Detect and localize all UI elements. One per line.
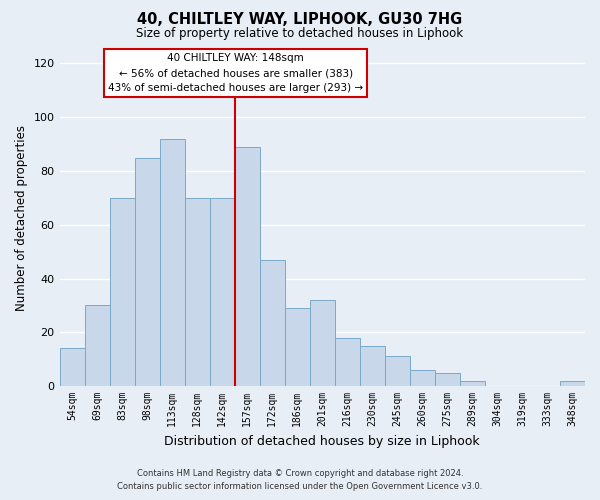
Bar <box>110 198 134 386</box>
Bar <box>260 260 285 386</box>
Bar <box>410 370 435 386</box>
Bar <box>235 147 260 386</box>
Bar <box>185 198 209 386</box>
Bar <box>335 338 360 386</box>
Y-axis label: Number of detached properties: Number of detached properties <box>15 125 28 311</box>
Bar <box>310 300 335 386</box>
Bar <box>209 198 235 386</box>
X-axis label: Distribution of detached houses by size in Liphook: Distribution of detached houses by size … <box>164 434 480 448</box>
Text: Size of property relative to detached houses in Liphook: Size of property relative to detached ho… <box>136 28 464 40</box>
Bar <box>59 348 85 386</box>
Bar <box>134 158 160 386</box>
Text: Contains HM Land Registry data © Crown copyright and database right 2024.
Contai: Contains HM Land Registry data © Crown c… <box>118 469 482 491</box>
Bar <box>160 138 185 386</box>
Bar <box>360 346 385 386</box>
Text: 40 CHILTLEY WAY: 148sqm
← 56% of detached houses are smaller (383)
43% of semi-d: 40 CHILTLEY WAY: 148sqm ← 56% of detache… <box>108 54 363 93</box>
Bar <box>560 380 585 386</box>
Bar <box>460 380 485 386</box>
Bar <box>285 308 310 386</box>
Bar <box>85 306 110 386</box>
Text: 40, CHILTLEY WAY, LIPHOOK, GU30 7HG: 40, CHILTLEY WAY, LIPHOOK, GU30 7HG <box>137 12 463 28</box>
Bar <box>435 372 460 386</box>
Bar <box>385 356 410 386</box>
